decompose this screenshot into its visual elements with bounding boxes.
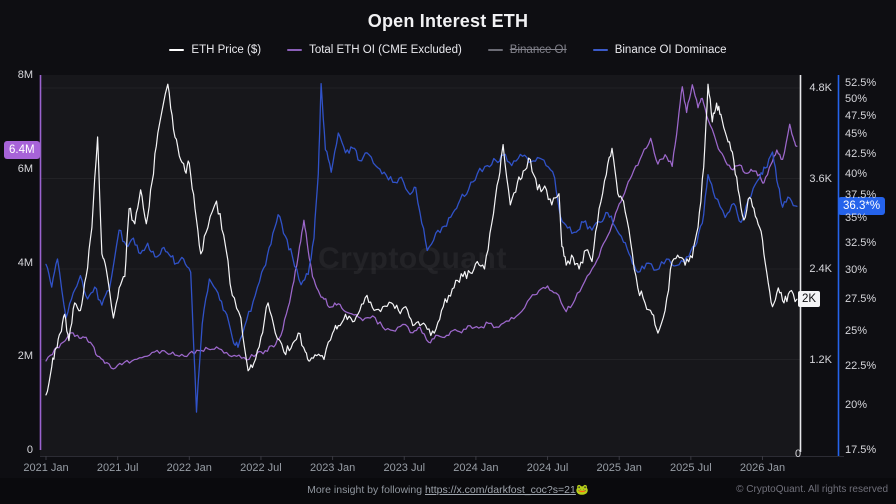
x-axis-label: 2026 Jan: [739, 462, 786, 474]
legend-item-label: Binance OI: [509, 44, 567, 56]
oi-line: [45, 84, 798, 370]
x-axis-label: 2023 Jul: [383, 462, 426, 474]
x-axis-label: 2023 Jan: [309, 462, 356, 474]
y-axis-label-pct: 17.5%: [845, 444, 877, 456]
eth-price-legend-dash-icon: [169, 49, 185, 51]
binance-oi-legend-dash-icon: [487, 49, 503, 51]
y-axis-label-left: 0: [26, 444, 33, 456]
y-axis-label-pct: 32.5%: [845, 237, 877, 250]
footer-band: [0, 478, 896, 504]
page-title: Open Interest ETH: [367, 11, 529, 31]
price-line: [45, 83, 798, 396]
y-axis-label-price: 4.8K: [809, 82, 832, 94]
dominance-axis-badge: 36.3*%: [838, 197, 886, 216]
y-axis-label-pct: 27.5%: [845, 293, 877, 305]
footer-note-prefix: More insight by following: [307, 484, 425, 496]
x-axis-label: 2022 Jan: [166, 462, 212, 474]
y-axis-label-pct: 35%: [845, 212, 868, 225]
y-axis-label-left: 4M: [17, 256, 33, 269]
legend-item-total-oi[interactable]: Total ETH OI (CME Excluded): [287, 44, 462, 56]
legend-item-label: ETH Price ($): [191, 44, 262, 56]
total-oi-legend-dash-icon: [287, 49, 303, 51]
footer-link[interactable]: https://x.com/darkfost_coc?s=21: [424, 484, 576, 496]
copyright-text: © CryptoQuant. All rights reserved: [736, 484, 888, 495]
y-axis-label-price: 1.2K: [809, 353, 832, 366]
y-axis-label-left: 2M: [17, 350, 33, 363]
y-axis-label-pct: 47.5%: [845, 110, 877, 123]
y-axis-label-pct: 50%: [845, 93, 868, 106]
legend-item-binance-oi[interactable]: Binance OI: [487, 44, 567, 56]
y-axis-label-price: 2.4K: [809, 263, 832, 275]
cryptoquant-watermark: CryptoQuant: [318, 242, 507, 275]
legend-item-label: Binance OI Dominace: [614, 44, 727, 56]
y-axis-label-price: 0: [795, 448, 802, 460]
binance-dominance-legend-dash-icon: [592, 49, 608, 51]
y-axis-label-left: 6M: [17, 162, 33, 175]
y-axis-label-pct: 30%: [845, 263, 868, 276]
price-axis-badge: 2K: [798, 291, 821, 308]
y-axis-label-pct: 42.5%: [845, 147, 877, 160]
y-axis-label-pct: 20%: [845, 399, 868, 412]
x-axis-label: 2025 Jul: [670, 462, 712, 474]
y-axis-label-price: 3.6K: [809, 172, 832, 185]
y-axis-label-pct: 52.5%: [845, 77, 877, 89]
frog-emoji: 🐸: [575, 484, 589, 496]
x-axis-label: 2021 Jan: [23, 462, 69, 474]
legend-item-eth-price[interactable]: ETH Price ($): [169, 44, 261, 56]
oi-axis-badge: 6.4M: [4, 141, 40, 159]
chart-legend: ETH Price ($) Total ETH OI (CME Excluded…: [0, 44, 896, 56]
x-axis-label: 2021 Jul: [96, 462, 139, 474]
x-axis-label: 2024 Jul: [526, 462, 569, 474]
footer-note: More insight by following https://x.com/…: [0, 483, 896, 496]
x-axis-label: 2025 Jan: [596, 462, 642, 474]
y-axis-label-pct: 25%: [845, 324, 868, 337]
y-axis-label-pct: 37.5%: [845, 189, 877, 202]
legend-item-label: Total ETH OI (CME Excluded): [309, 44, 462, 56]
legend-item-binance-oi-dominance[interactable]: Binance OI Dominace: [592, 44, 727, 56]
dom-line: [45, 82, 798, 413]
y-axis-label-pct: 45%: [845, 128, 868, 141]
y-axis-label-pct: 22.5%: [845, 360, 877, 373]
x-axis-label: 2024 Jan: [453, 462, 499, 474]
y-axis-label-pct: 40%: [845, 167, 868, 180]
y-axis-label-left: 8M: [17, 69, 33, 81]
x-axis-label: 2022 Jul: [240, 462, 282, 474]
